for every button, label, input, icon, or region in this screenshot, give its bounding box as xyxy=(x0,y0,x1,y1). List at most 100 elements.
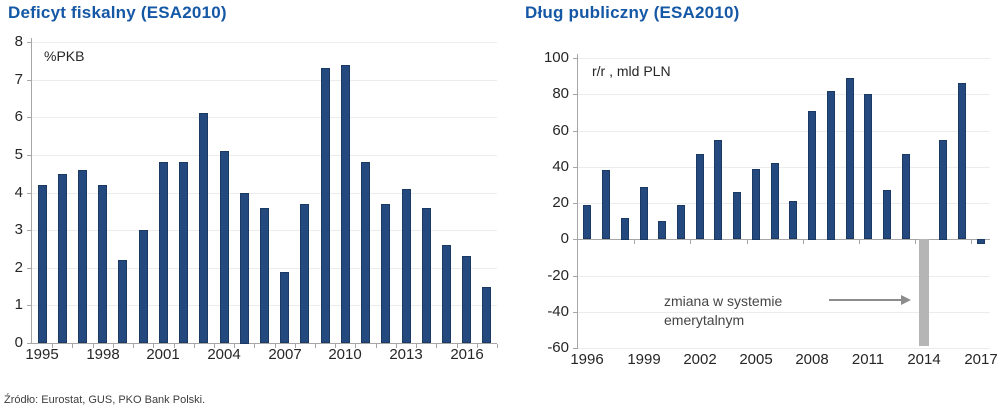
x-axis-tick xyxy=(72,344,73,348)
y-axis-tick xyxy=(573,131,577,132)
x-axis-tick xyxy=(93,344,94,348)
y-tick-label: 5 xyxy=(14,146,23,163)
bar-2006 xyxy=(771,163,779,239)
annotation-arrow-line xyxy=(829,299,901,301)
y-tick-label: 8 xyxy=(14,33,23,50)
y-axis-tick xyxy=(27,268,31,269)
bar-2017 xyxy=(482,287,491,343)
y-axis-tick xyxy=(573,167,577,168)
bar-1999 xyxy=(118,260,127,343)
y-tick-label: 40 xyxy=(552,158,569,175)
x-axis-tick xyxy=(747,240,748,244)
y-tick-label: 6 xyxy=(14,108,23,125)
x-tick-label: 2004 xyxy=(207,346,241,363)
bar-2002 xyxy=(179,162,188,343)
y-tick-label: 2 xyxy=(14,259,23,276)
x-axis-tick xyxy=(634,240,635,244)
gridline xyxy=(32,193,497,194)
x-axis-tick xyxy=(275,344,276,348)
x-tick-label: 2005 xyxy=(739,351,773,368)
bar-1997 xyxy=(78,170,87,343)
bar-2009 xyxy=(321,68,330,343)
x-axis-tick xyxy=(153,344,154,348)
bar-2000 xyxy=(139,230,148,343)
y-axis-tick xyxy=(573,94,577,95)
gridline xyxy=(578,348,990,349)
x-axis-tick xyxy=(477,344,478,348)
x-axis-line xyxy=(578,239,990,240)
y-axis-tick xyxy=(573,203,577,204)
y-tick-label: 80 xyxy=(552,85,569,102)
bar-2006 xyxy=(260,208,269,343)
bar-2001 xyxy=(677,205,685,239)
y-tick-label: 3 xyxy=(14,221,23,238)
bar-1997 xyxy=(602,170,610,239)
bar-2007 xyxy=(280,272,289,343)
y-axis-tick xyxy=(573,239,577,240)
deficit-unit-label: %PKB xyxy=(44,48,85,64)
bar-2008 xyxy=(808,111,816,240)
x-tick-label: 2007 xyxy=(268,346,302,363)
x-tick-label: 2013 xyxy=(389,346,423,363)
x-tick-label: 2016 xyxy=(450,346,484,363)
y-axis-tick xyxy=(27,230,31,231)
x-axis-tick xyxy=(355,344,356,348)
x-axis-tick xyxy=(254,344,255,348)
y-axis-tick xyxy=(27,305,31,306)
bar-2012 xyxy=(883,190,891,239)
x-axis-line xyxy=(32,343,497,344)
bar-1998 xyxy=(621,218,629,240)
x-axis-tick xyxy=(295,344,296,348)
y-axis-tick xyxy=(27,42,31,43)
bar-2011 xyxy=(864,94,872,239)
y-axis-tick xyxy=(27,155,31,156)
y-axis-tick xyxy=(27,117,31,118)
debt-chart-title: Dług publiczny (ESA2010) xyxy=(525,3,740,22)
y-tick-label: 60 xyxy=(552,122,569,139)
bar-2016 xyxy=(958,83,966,239)
x-tick-label: 2014 xyxy=(907,351,941,368)
x-tick-label: 2001 xyxy=(146,346,180,363)
gridline xyxy=(578,94,990,95)
bar-2015 xyxy=(939,140,947,240)
bar-2008 xyxy=(300,204,309,343)
pension-reform-annotation: zmiana w systemie emerytalnym xyxy=(664,292,782,330)
x-tick-label: 1995 xyxy=(25,346,59,363)
bar-2001 xyxy=(159,162,168,343)
bar-2016 xyxy=(462,256,471,343)
x-axis-tick xyxy=(194,344,195,348)
gridline xyxy=(578,167,990,168)
x-axis-tick xyxy=(234,344,235,348)
x-axis-tick xyxy=(315,344,316,348)
y-tick-label: 4 xyxy=(14,184,23,201)
bar-2012 xyxy=(381,204,390,343)
y-tick-label: -60 xyxy=(547,339,569,356)
bar-2003 xyxy=(199,113,208,343)
y-axis-tick xyxy=(573,348,577,349)
bar-2004 xyxy=(733,192,741,239)
bar-2002 xyxy=(696,154,704,239)
y-axis-tick xyxy=(27,193,31,194)
annotation-line: zmiana w systemie xyxy=(664,293,783,309)
y-axis-line xyxy=(577,54,578,349)
bar-1998 xyxy=(98,185,107,343)
bar-1996 xyxy=(583,205,591,239)
annotation-arrow-head xyxy=(901,295,911,305)
x-axis-tick xyxy=(133,344,134,348)
y-tick-label: -40 xyxy=(547,303,569,320)
y-tick-label: 7 xyxy=(14,71,23,88)
x-axis-tick xyxy=(859,240,860,244)
x-axis-tick xyxy=(376,344,377,348)
bar-2010 xyxy=(846,78,854,239)
bar-2014 xyxy=(422,208,431,343)
x-axis-tick xyxy=(690,240,691,244)
y-axis-tick xyxy=(573,276,577,277)
y-tick-label: 100 xyxy=(543,49,569,66)
bar-2013 xyxy=(902,154,910,239)
gridline xyxy=(578,131,990,132)
x-tick-label: 2002 xyxy=(683,351,717,368)
x-axis-tick xyxy=(396,344,397,348)
bar-2015 xyxy=(442,245,451,343)
